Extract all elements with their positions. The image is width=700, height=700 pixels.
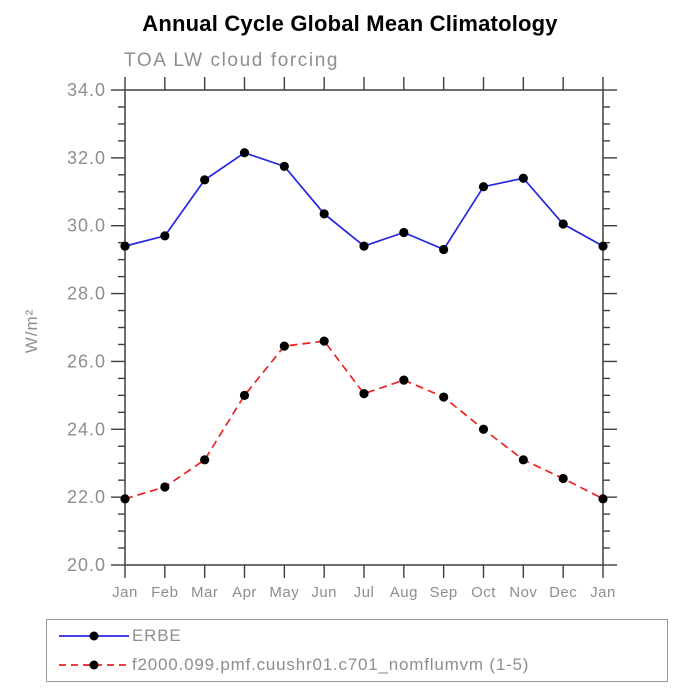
series-markers-0 (120, 148, 608, 255)
svg-text:28.0: 28.0 (67, 284, 106, 304)
svg-text:Aug: Aug (390, 584, 418, 601)
svg-text:Dec: Dec (549, 584, 577, 601)
svg-text:Sep: Sep (430, 584, 458, 601)
series-line-1 (124, 340, 604, 500)
svg-text:Mar: Mar (191, 584, 218, 601)
svg-text:May: May (269, 584, 299, 601)
plot-area: 20.0 22.0 24.0 26.0 28.0 30.0 32.0 34.0 Jan Feb Ma… (67, 77, 617, 601)
legend-item-erbe: ERBE (56, 624, 667, 648)
chart-title: Annual Cycle Global Mean Climatology (142, 11, 558, 36)
legend-box: ERBE f2000.099.pmf.cuushr01.c701_nomflum… (46, 619, 668, 682)
series-line-0 (124, 151, 604, 251)
svg-text:22.0: 22.0 (67, 487, 106, 507)
legend-item-model-run: f2000.099.pmf.cuushr01.c701_nomflumvm (1… (56, 653, 667, 677)
legend-line-sample-model-run (59, 660, 129, 670)
svg-text:20.0: 20.0 (67, 555, 106, 575)
svg-text:Nov: Nov (509, 584, 537, 601)
axis-tick-labels: 20.0 22.0 24.0 26.0 28.0 30.0 32.0 34.0 Jan Feb Ma… (67, 80, 616, 601)
svg-text:30.0: 30.0 (67, 216, 106, 236)
legend-label-erbe: ERBE (132, 626, 182, 646)
series-markers-1 (120, 336, 608, 504)
svg-text:Jul: Jul (354, 584, 375, 601)
svg-text:32.0: 32.0 (67, 148, 106, 168)
svg-text:Jun: Jun (311, 584, 337, 601)
axis-ticks (111, 77, 617, 578)
svg-text:Apr: Apr (232, 584, 257, 601)
svg-text:Jan: Jan (590, 584, 616, 601)
plot-frame (124, 89, 604, 566)
legend-label-model-run: f2000.099.pmf.cuushr01.c701_nomflumvm (1… (132, 654, 530, 674)
svg-text:Jan: Jan (112, 584, 138, 601)
svg-text:Oct: Oct (471, 584, 496, 601)
legend-line-sample-erbe (59, 631, 129, 641)
svg-text:26.0: 26.0 (67, 351, 106, 371)
svg-text:Feb: Feb (151, 584, 178, 601)
svg-text:24.0: 24.0 (67, 419, 106, 439)
svg-text:34.0: 34.0 (67, 80, 106, 100)
chart-subtitle: TOA LW cloud forcing (124, 50, 340, 71)
